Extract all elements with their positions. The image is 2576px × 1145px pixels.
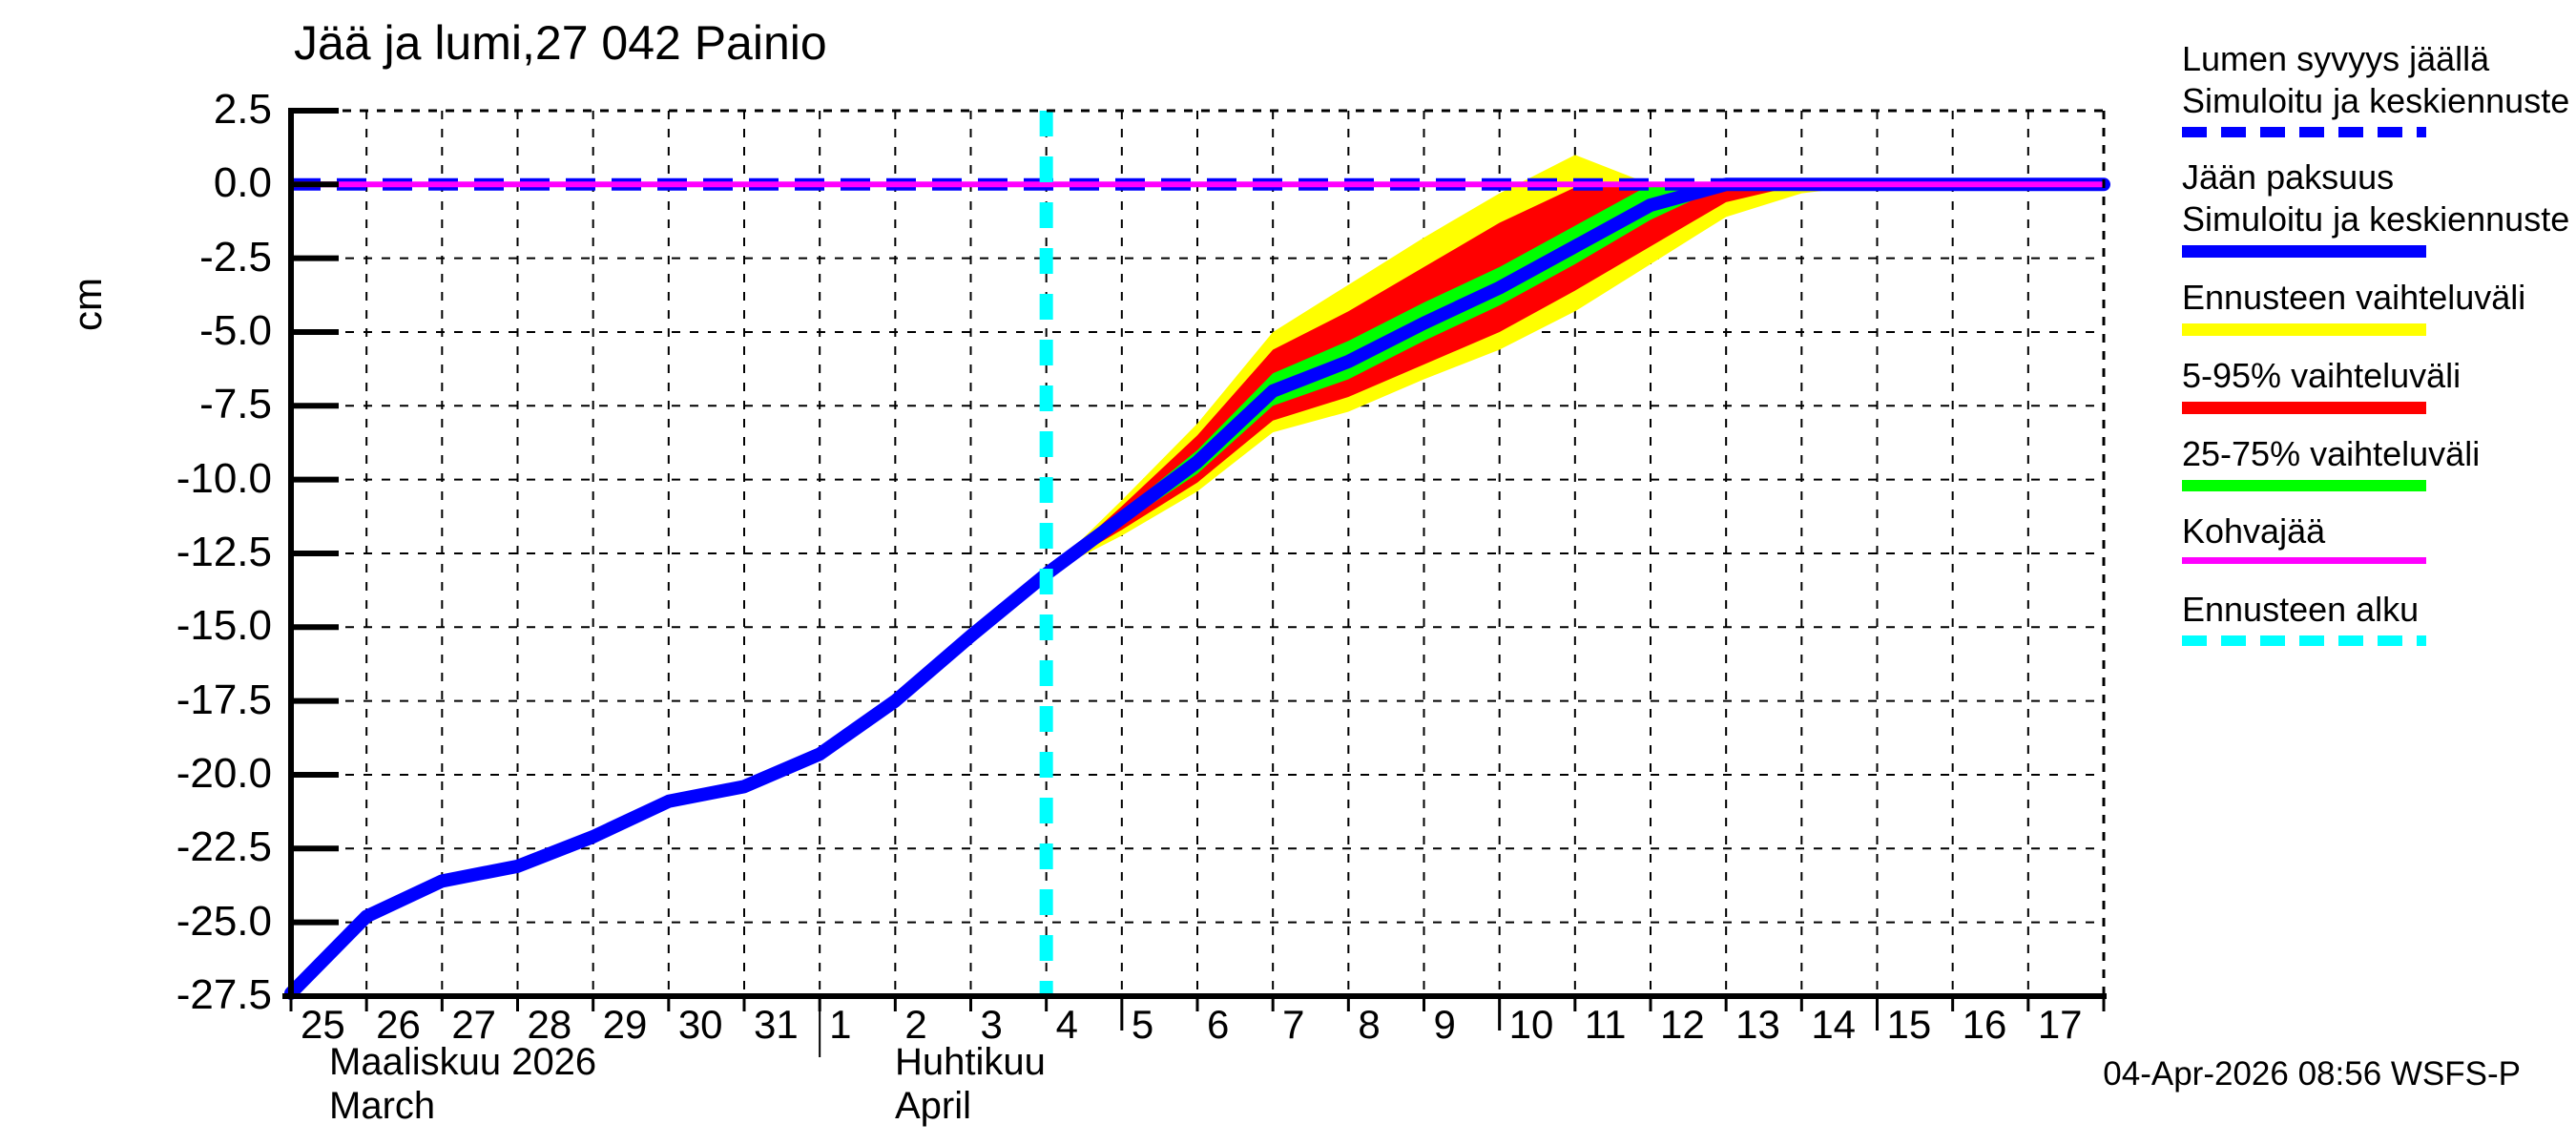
x-tick-label: 3 bbox=[980, 1002, 1003, 1047]
x-tick-label: 10 bbox=[1508, 1002, 1554, 1047]
x-tick-label: 31 bbox=[754, 1002, 799, 1047]
legend-label: 5-95% vaihteluväli bbox=[2182, 356, 2462, 395]
x-tick-label: 16 bbox=[1962, 1002, 2007, 1047]
legend-label: Kohvajää bbox=[2182, 511, 2326, 551]
legend-item-snow-depth: Lumen syvyys jäällä Simuloitu ja keskienn… bbox=[2182, 38, 2570, 137]
legend-label: Jään paksuus bbox=[2182, 157, 2395, 197]
y-axis-label: Jää ja lumi / Ice and snow cm bbox=[34, 0, 110, 1145]
legend-item-ice-thickness: Jään paksuus Simuloitu ja keskiennuste bbox=[2182, 156, 2570, 258]
legend-label: Simuloitu ja keskiennuste bbox=[2182, 199, 2570, 239]
x-tick-label: 30 bbox=[677, 1002, 723, 1047]
legend: Lumen syvyys jäällä Simuloitu ja keskienn… bbox=[2182, 38, 2570, 665]
legend-label: Ennusteen vaihteluväli bbox=[2182, 278, 2526, 317]
y-axis-unit: cm bbox=[65, 278, 110, 331]
legend-label: Simuloitu ja keskiennuste bbox=[2182, 81, 2570, 120]
x-tick-label: 6 bbox=[1207, 1002, 1230, 1047]
y-tick-label: -10.0 bbox=[176, 454, 272, 502]
legend-swatch-ice-thickness bbox=[2182, 245, 2426, 258]
legend-swatch-range-25-75 bbox=[2182, 480, 2426, 491]
x-tick-label: 13 bbox=[1735, 1002, 1780, 1047]
x-tick-label: 14 bbox=[1811, 1002, 1857, 1047]
month-label-march-en: March bbox=[329, 1085, 436, 1127]
x-tick-label: 28 bbox=[527, 1002, 572, 1047]
y-tick-label: -7.5 bbox=[199, 381, 272, 428]
legend-item-kohvajaa: Kohvajää bbox=[2182, 510, 2568, 564]
y-tick-label: -20.0 bbox=[176, 749, 272, 797]
y-tick-label: -2.5 bbox=[199, 233, 272, 281]
band-25-75-vaihteluv-li bbox=[1046, 184, 2104, 574]
legend-item-forecast-start: Ennusteen alku bbox=[2182, 589, 2568, 646]
x-tick-label: 29 bbox=[602, 1002, 648, 1047]
legend-swatch-range-5-95 bbox=[2182, 402, 2426, 414]
legend-swatch-kohvajaa bbox=[2182, 557, 2426, 564]
y-tick-label: -27.5 bbox=[176, 970, 272, 1018]
legend-label: Lumen syvyys jäällä bbox=[2182, 39, 2490, 78]
legend-item-range-5-95: 5-95% vaihteluväli bbox=[2182, 355, 2568, 414]
legend-item-range-25-75: 25-75% vaihteluväli bbox=[2182, 433, 2568, 491]
x-tick-label: 7 bbox=[1282, 1002, 1305, 1047]
month-label-march-fi: Maaliskuu 2026 bbox=[329, 1041, 597, 1083]
x-tick-label: 12 bbox=[1660, 1002, 1705, 1047]
timestamp: 04-Apr-2026 08:56 WSFS-P bbox=[2103, 1055, 2521, 1093]
x-tick-label: 26 bbox=[376, 1002, 421, 1047]
y-tick-label: -5.0 bbox=[199, 306, 272, 354]
legend-item-forecast-range: Ennusteen vaihteluväli bbox=[2182, 277, 2568, 336]
y-tick-label: -25.0 bbox=[176, 897, 272, 945]
chart-title: Jää ja lumi,27 042 Painio bbox=[294, 16, 827, 70]
y-tick-label: 2.5 bbox=[213, 85, 272, 133]
x-tick-label: 11 bbox=[1584, 1002, 1627, 1047]
x-tick-label: 25 bbox=[301, 1002, 345, 1047]
month-label-april-en: April bbox=[895, 1085, 972, 1127]
x-tick-label: 8 bbox=[1358, 1002, 1381, 1047]
x-tick-label: 27 bbox=[451, 1002, 497, 1047]
month-label-april-fi: Huhtikuu bbox=[895, 1041, 1046, 1083]
legend-label: 25-75% vaihteluväli bbox=[2182, 434, 2481, 473]
y-tick-label: -17.5 bbox=[176, 676, 272, 723]
legend-label: Ennusteen alku bbox=[2182, 590, 2420, 629]
y-tick-label: -12.5 bbox=[176, 528, 272, 575]
x-tick-label: 2 bbox=[904, 1002, 927, 1047]
y-tick-label: -15.0 bbox=[176, 602, 272, 650]
legend-swatch-forecast-range bbox=[2182, 323, 2426, 336]
x-tick-label: 4 bbox=[1055, 1002, 1079, 1047]
x-tick-label: 17 bbox=[2037, 1002, 2083, 1047]
y-tick-label: -22.5 bbox=[176, 823, 272, 871]
x-tick-label: 15 bbox=[1886, 1002, 1932, 1047]
y-tick-label: 0.0 bbox=[213, 159, 272, 207]
x-tick-label: 1 bbox=[829, 1002, 852, 1047]
legend-swatch-snow-depth bbox=[2182, 127, 2426, 137]
x-tick-label: 9 bbox=[1433, 1002, 1456, 1047]
legend-swatch-forecast-start bbox=[2182, 635, 2426, 646]
x-tick-label: 5 bbox=[1131, 1002, 1154, 1047]
